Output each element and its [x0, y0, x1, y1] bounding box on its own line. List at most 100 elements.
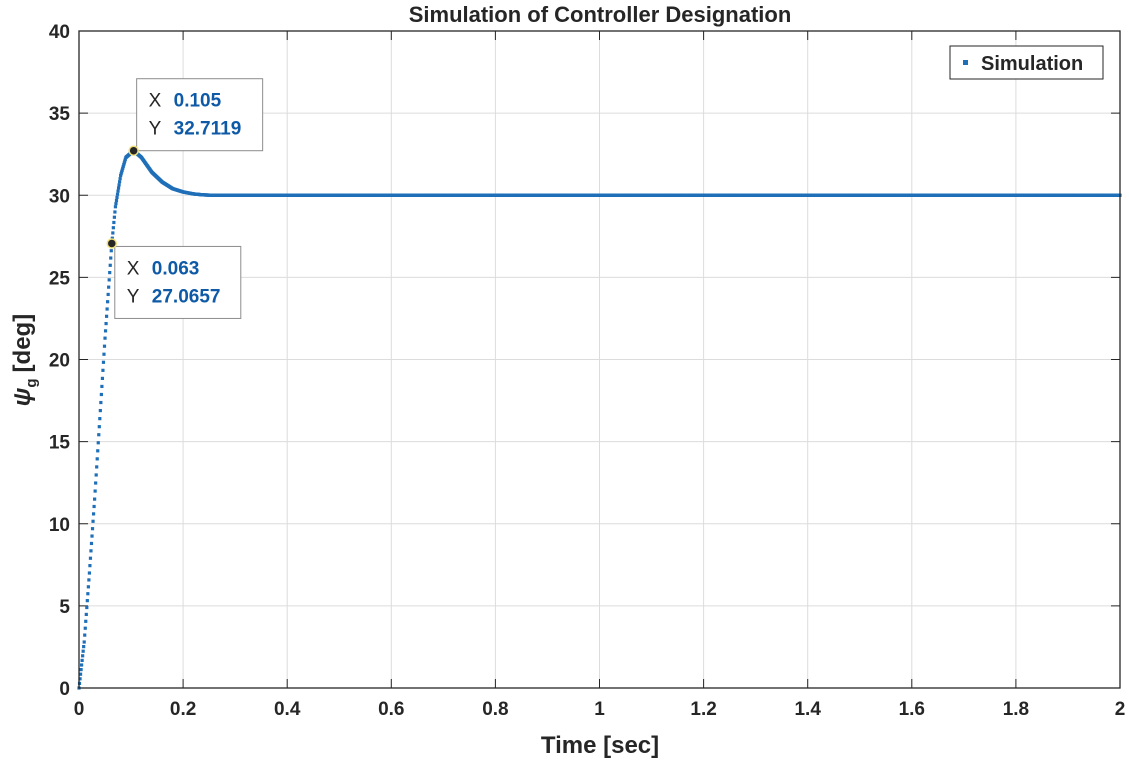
x-tick-label: 1 — [594, 699, 605, 720]
series-point — [111, 226, 115, 230]
series-point — [93, 489, 97, 493]
series-point — [82, 640, 86, 644]
series-point — [114, 198, 119, 203]
series-point — [96, 449, 100, 453]
series-point — [117, 183, 121, 187]
series-point — [123, 159, 127, 163]
series-point — [108, 263, 112, 267]
series-point — [85, 605, 89, 610]
y-tick-label: 15 — [49, 433, 71, 454]
legend-marker-simulation — [963, 60, 968, 65]
series-point — [112, 220, 116, 225]
series-point — [112, 215, 116, 219]
series-point — [79, 668, 83, 672]
series-point — [86, 592, 90, 596]
y-tick-label: 10 — [49, 515, 70, 536]
legend-box — [949, 45, 1104, 80]
axes-frame — [78, 30, 1121, 689]
series-point — [99, 392, 103, 397]
legend[interactable]: Simulation — [949, 45, 1104, 80]
legend-label-simulation: Simulation — [981, 53, 1083, 75]
series-point — [80, 663, 84, 667]
datatip-marker[interactable] — [106, 238, 118, 249]
chart-title: Simulation of Controller Designation — [409, 2, 792, 27]
y-tick-label: 5 — [59, 597, 70, 618]
y-tick-label: 0 — [59, 679, 70, 700]
y-tick-label: 35 — [49, 104, 71, 125]
series-point — [106, 300, 110, 304]
series-point — [107, 278, 111, 282]
series-point — [96, 441, 100, 445]
series-point — [107, 285, 111, 289]
series-point — [86, 585, 90, 589]
series-point — [119, 172, 123, 176]
series-point — [108, 270, 112, 275]
series-point — [123, 157, 127, 161]
series-point — [93, 497, 97, 501]
y-tick-label: 30 — [49, 186, 70, 207]
series-point — [122, 163, 126, 167]
datatip[interactable]: X 0.063 Y 27.0657 — [106, 238, 242, 319]
series-point — [99, 400, 103, 405]
series-point — [103, 329, 108, 333]
series-point — [98, 417, 102, 421]
series-point — [85, 599, 89, 603]
series-point — [115, 192, 120, 196]
series-point — [100, 376, 105, 380]
datatip-x-value: 0.063 — [152, 258, 200, 279]
series-point — [95, 465, 99, 469]
series-point — [119, 173, 123, 178]
series-layer — [77, 149, 1122, 690]
series-point — [103, 336, 107, 340]
series-point — [94, 481, 98, 485]
series-point — [110, 236, 114, 240]
datatip-y-value: 32.7119 — [174, 119, 242, 140]
datatip[interactable]: X 0.105 Y 32.7119 — [128, 78, 264, 156]
series-point — [97, 425, 101, 429]
datatip-box — [114, 245, 242, 319]
datatip-x-label: X — [149, 91, 162, 112]
series-point — [88, 564, 92, 568]
series-point — [111, 231, 115, 235]
datatip-y-value: 27.0657 — [152, 286, 221, 307]
series-point — [114, 202, 118, 206]
series-point — [113, 210, 117, 214]
datatip-marker[interactable] — [128, 145, 139, 156]
series-point — [83, 626, 87, 630]
series-point — [101, 368, 105, 372]
x-tick-label: 2 — [1115, 699, 1126, 720]
x-tick-label: 0.2 — [170, 699, 196, 720]
series-point — [120, 168, 124, 172]
series-point — [106, 292, 110, 297]
x-tick-label: 0.6 — [378, 699, 404, 720]
x-tick-label: 1.6 — [899, 699, 925, 720]
y-tick-label: 20 — [49, 351, 70, 372]
series-point — [88, 556, 93, 560]
series-point — [84, 619, 88, 623]
datatip-x-value: 0.105 — [174, 91, 222, 112]
x-axis-label: Time [sec] — [541, 732, 659, 759]
series-point — [104, 321, 108, 326]
series-point — [81, 649, 85, 653]
x-tick-label: 0.4 — [274, 699, 301, 720]
y-axis-label: ψg [deg] — [9, 314, 40, 406]
x-tick-label: 0 — [74, 699, 85, 720]
series-point — [97, 433, 101, 437]
x-tick-label: 1.8 — [1003, 699, 1029, 720]
x-axis-tick-labels: 0 0.2 0.4 0.6 0.8 1 1.2 1.4 1.6 1.8 2 — [74, 699, 1126, 720]
series-point — [87, 578, 91, 582]
y-axis-label-symbol: ψ — [9, 387, 36, 406]
series-point — [89, 541, 94, 546]
series-point — [98, 408, 102, 413]
y-axis-label-subscript: g — [23, 378, 40, 387]
series-point — [100, 384, 104, 389]
series-point — [90, 527, 95, 531]
series-point — [83, 633, 87, 637]
series-point — [113, 205, 118, 209]
y-axis-label-unit: [deg] — [9, 314, 36, 373]
series-point — [94, 473, 98, 477]
series-point — [109, 256, 113, 260]
datatip-x-label: X — [127, 258, 140, 279]
series-point — [78, 672, 83, 676]
